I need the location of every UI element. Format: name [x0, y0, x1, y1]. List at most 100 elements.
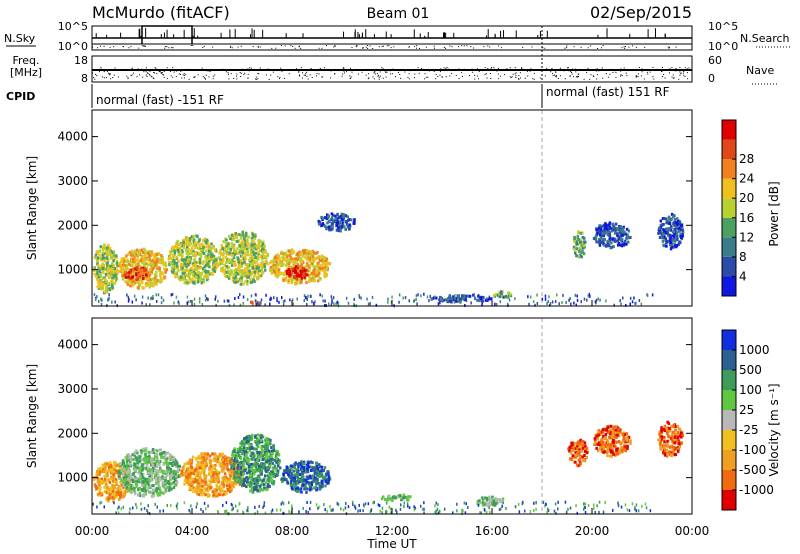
colorbar-tick-label: 12 — [739, 230, 754, 244]
colorbar-swatch — [722, 159, 736, 179]
freq-label-line1: Freq. — [12, 54, 39, 67]
scatter-blob — [230, 433, 282, 494]
colorbar-tick-label: 20 — [739, 191, 754, 205]
scatter-blob — [567, 438, 589, 468]
x-tick-label: 00:00 — [75, 524, 110, 538]
colorbar-swatch — [722, 490, 736, 510]
colorbar-tick-label: 1000 — [739, 343, 770, 357]
scatter-blob — [117, 447, 181, 498]
noise-trace — [92, 25, 692, 82]
colorbar-swatch — [722, 178, 736, 199]
velocity-heatmap — [92, 318, 685, 516]
y-tick-label: 3000 — [57, 174, 88, 188]
colorbar-tick-label: 8 — [739, 250, 747, 264]
freq-label-line2: [MHz] — [10, 66, 42, 79]
x-tick-label: 08:00 — [275, 524, 310, 538]
colorbar-tick-label: -25 — [739, 423, 759, 437]
colorbar-tick-label: 4 — [739, 269, 747, 283]
power-panel: 1000 2000 3000 4000 — [57, 109, 693, 308]
colorbar-tick-label: 500 — [739, 363, 762, 377]
velocity-ylabel: Slant Range [km] — [25, 364, 39, 468]
colorbar-swatch — [722, 139, 736, 160]
x-tick-label: 16:00 — [475, 524, 510, 538]
x-tick-label: 04:00 — [175, 524, 210, 538]
colorbar-tick-label: 16 — [739, 211, 754, 225]
scatter-blob — [380, 493, 412, 502]
power-colorbar: 4 8 12 16 20 24 28 — [721, 119, 754, 297]
colorbar-swatch — [722, 198, 736, 218]
colorbar-swatch — [722, 450, 736, 470]
y-tick-label: 1000 — [57, 263, 88, 277]
n-sky-label: N.Sky — [4, 32, 36, 45]
power-ylabel: Slant Range [km] — [25, 156, 39, 260]
power-heatmap — [92, 110, 685, 308]
scatter-blob — [92, 243, 120, 295]
freq-trace — [92, 67, 692, 80]
noise-tick-right-bottom: 10^0 — [708, 40, 738, 53]
x-axis-label: Time UT — [366, 537, 417, 551]
n-search-label: N.Search — [740, 32, 790, 45]
scatter-blob — [317, 212, 356, 233]
colorbar-swatch — [722, 276, 736, 296]
scatter-blob — [218, 230, 270, 286]
power-y-axis: 1000 2000 3000 4000 — [57, 130, 692, 277]
x-tick-label: 12:00 — [375, 524, 410, 538]
colorbar-swatch — [722, 410, 736, 430]
nave-label: Nave — [746, 64, 774, 77]
cpid-label: CPID — [6, 90, 35, 103]
y-tick-label: 3000 — [57, 382, 88, 396]
colorbar-swatch — [722, 330, 736, 350]
y-tick-label: 4000 — [57, 130, 88, 144]
scatter-blob — [593, 424, 632, 458]
x-tick-label: 00:00 — [675, 524, 710, 538]
y-tick-label: 2000 — [57, 426, 88, 440]
power-scale-label: Power [dB] — [767, 181, 781, 246]
velocity-y-axis: 1000 2000 3000 4000 — [57, 338, 692, 485]
colorbar-swatch — [722, 120, 736, 140]
nave-tick-bottom: 0 — [708, 72, 715, 85]
scatter-blob — [572, 230, 587, 259]
noise-tick-right-top: 10^5 — [708, 20, 738, 33]
colorbar-swatch — [722, 256, 736, 277]
colorbar-tick-label: 24 — [739, 172, 754, 186]
colorbar-swatch — [722, 217, 736, 238]
scatter-blob — [657, 212, 685, 251]
colorbar-swatch — [722, 430, 736, 450]
scatter-blob — [592, 221, 632, 250]
cpid-segment-0: normal (fast) -151 RF — [96, 93, 224, 107]
colorbar-swatch — [722, 370, 736, 390]
velocity-panel: 1000 2000 3000 4000 — [57, 317, 693, 516]
scatter-blob — [123, 265, 150, 282]
colorbar-tick-label: 100 — [739, 383, 762, 397]
y-tick-label: 2000 — [57, 218, 88, 232]
colorbar-tick-label: 28 — [739, 152, 754, 166]
colorbar-swatch — [722, 390, 736, 410]
colorbar-swatch — [722, 350, 736, 370]
scatter-blob — [280, 460, 332, 494]
colorbar-swatch — [722, 470, 736, 490]
colorbar-tick-label: -100 — [739, 443, 766, 457]
y-tick-label: 4000 — [57, 338, 88, 352]
time-x-axis: 00:00 04:00 08:00 12:00 16:00 20:00 00:00 — [75, 300, 710, 538]
colorbar-swatch — [722, 237, 736, 257]
date-title: 02/Sep/2015 — [590, 3, 692, 22]
colorbar-tick-label: -1000 — [739, 483, 774, 497]
station-title: McMurdo (fitACF) — [92, 3, 230, 22]
velocity-colorbar: -1000 -500 -100 -25 25 100 500 1000 — [721, 329, 774, 511]
noise-tick-left-bottom: 10^0 — [58, 40, 88, 53]
nave-tick-top: 60 — [708, 54, 722, 67]
scatter-blob — [657, 420, 685, 458]
scatter-blob — [268, 248, 332, 286]
scatter-blob — [285, 265, 309, 281]
freq-tick-bottom: 8 — [81, 72, 88, 85]
noise-tick-left-top: 10^5 — [58, 20, 88, 33]
cpid-segment-1: normal (fast) 151 RF — [546, 85, 670, 99]
scatter-blob — [167, 234, 219, 285]
colorbar-tick-label: -500 — [739, 463, 766, 477]
freq-tick-top: 18 — [74, 54, 88, 67]
colorbar-tick-label: 25 — [739, 403, 754, 417]
y-tick-label: 1000 — [57, 471, 88, 485]
velocity-scale-label: Velocity [m s⁻¹] — [767, 383, 781, 476]
